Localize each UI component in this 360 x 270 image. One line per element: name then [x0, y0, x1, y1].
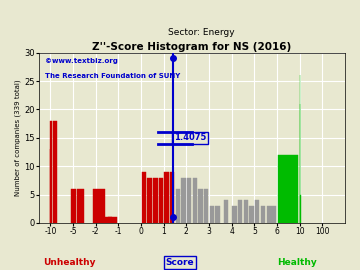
Bar — [187, 178, 192, 223]
Bar — [267, 206, 276, 223]
Bar — [53, 121, 57, 223]
Bar — [170, 172, 175, 223]
Text: The Research Foundation of SUNY: The Research Foundation of SUNY — [45, 73, 180, 79]
Y-axis label: Number of companies (339 total): Number of companies (339 total) — [15, 80, 22, 196]
Bar — [261, 206, 265, 223]
Bar — [108, 217, 117, 223]
Bar — [255, 200, 260, 223]
Bar — [278, 155, 298, 223]
Bar — [71, 189, 76, 223]
Bar — [147, 178, 152, 223]
Bar — [232, 206, 237, 223]
Bar — [224, 200, 228, 223]
Text: Unhealthy: Unhealthy — [43, 258, 96, 267]
Bar — [193, 178, 197, 223]
Bar — [159, 178, 163, 223]
Bar — [181, 178, 186, 223]
Bar — [141, 172, 146, 223]
Title: Z''-Score Histogram for NS (2016): Z''-Score Histogram for NS (2016) — [93, 42, 292, 52]
Text: Score: Score — [166, 258, 194, 267]
Bar — [210, 206, 214, 223]
Bar — [93, 189, 105, 223]
Bar — [238, 200, 243, 223]
Bar — [249, 206, 254, 223]
Bar — [77, 189, 84, 223]
Bar — [102, 217, 112, 223]
Text: ©www.textbiz.org: ©www.textbiz.org — [45, 58, 118, 64]
Text: Healthy: Healthy — [277, 258, 317, 267]
Text: Sector: Energy: Sector: Energy — [168, 28, 235, 37]
Bar — [215, 206, 220, 223]
Text: 1.4075: 1.4075 — [174, 133, 206, 142]
Bar — [50, 121, 52, 223]
Bar — [244, 200, 248, 223]
Bar — [164, 172, 169, 223]
Bar — [204, 189, 208, 223]
Bar — [176, 189, 180, 223]
Bar — [153, 178, 158, 223]
Bar — [198, 189, 203, 223]
